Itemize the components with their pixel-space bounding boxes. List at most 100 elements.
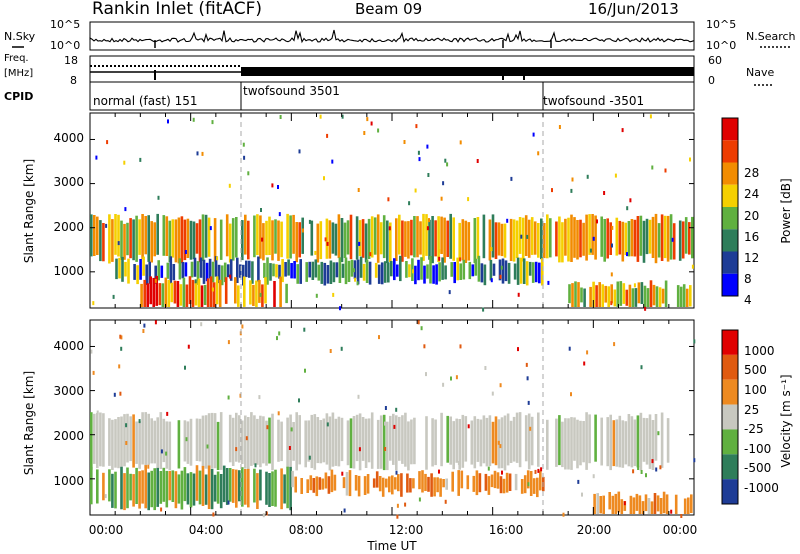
power-cell-0 [398,214,401,255]
power-cell-0 [688,222,691,255]
velocity-cell-2 [457,470,460,496]
velocity-cell-1 [225,468,229,505]
power-cell-3 [616,281,620,307]
power-cell-1 [356,259,360,285]
velocity-cell-2 [427,476,430,492]
power-scatter [417,150,420,155]
power-cell-1 [226,264,230,278]
power-cell-0 [337,214,341,259]
power-cell-0 [669,214,673,260]
velocity-cell-2 [490,474,494,488]
velocity-cell-1 [150,470,153,508]
velocity-cell-0 [99,412,102,467]
velocity-cell-2 [418,471,421,490]
power-scatter [412,269,414,274]
power-scatter [442,181,445,186]
power-cell-0 [183,219,187,261]
power-cell-0 [186,218,190,258]
velocity-scatter [298,398,300,403]
power-cell-0 [316,223,320,263]
velocity-cell-0 [376,419,380,469]
power-cell-1 [178,258,182,280]
velocity-cell-0 [292,422,295,461]
velocity-cell-1 [210,468,214,510]
noise-search-label: N.Search [746,30,796,43]
power-cell-1 [365,259,369,283]
velocity-cell-0 [386,421,389,471]
velocity-cell-0 [395,415,398,471]
power-scatter [526,234,529,239]
velocity-cell-2 [472,475,476,492]
freq-unit-label: [MHz] [4,68,33,79]
station-title: Rankin Inlet (fitACF) [92,0,262,19]
power-cell-2 [285,283,288,304]
power-scatter [517,292,520,297]
velocity-cell-0 [515,412,519,463]
power-cell-1 [269,263,272,281]
power-scatter [117,241,120,246]
power-cell-1 [374,262,378,278]
velocity-colorbar-swatch [722,354,738,380]
velocity-scatter [417,320,420,325]
power-cell-2 [197,278,201,307]
power-cell-1 [329,260,333,284]
velocity-cell-2 [345,472,349,496]
power-cell-1 [323,262,327,286]
power-scatter [356,281,359,286]
velocity-cell-0 [546,419,549,470]
freq-left-tick-bottom: 8 [70,74,77,87]
velocity-cell-0 [355,414,359,462]
power-scatter [691,264,694,269]
power-cell-3 [661,288,665,304]
power-cell-2 [140,283,143,307]
velocity-cb-tick-minus500: -500 [744,461,771,475]
power-cell-3 [601,284,604,307]
velocity-scatter [165,451,168,456]
power-cell-0 [428,219,431,260]
velocity-cell-0 [340,417,344,462]
velocity-scatter [487,466,490,471]
velocity-scatter [142,329,145,333]
power-scatter [611,243,613,248]
power-cell-1 [362,263,366,281]
velocity-cb-tick-100: 100 [744,383,767,397]
power-cell-3 [643,285,647,307]
velocity-colorbar-label: Velocity [m s⁻¹] [779,374,793,467]
power-cell-0 [648,219,652,254]
power-cell-0 [271,220,274,261]
velocity-scatter [693,458,696,463]
velocity-cell-0 [473,416,477,469]
velocity-cell-0 [238,415,241,463]
power-cell-2 [273,281,276,307]
velocity-cell-2 [327,476,331,494]
power-cell-0 [473,218,477,263]
velocity-cell-2 [318,477,322,490]
power-cell-0 [464,220,468,263]
velocity-cell-3 [620,499,624,514]
velocity-scatter [125,441,128,445]
power-cell-0 [419,221,422,255]
velocity-ytick-1000: 1000 [53,474,84,488]
power-cell-2 [167,279,171,307]
velocity-cell-2 [508,473,512,491]
velocity-ytick-3000: 3000 [53,384,84,398]
power-cell-1 [284,262,287,277]
velocity-scatter [384,421,386,426]
power-cell-1 [287,259,290,276]
power-scatter [476,159,479,163]
power-cell-1 [423,265,426,284]
velocity-cell-3 [653,493,657,514]
velocity-cell-2 [366,474,370,494]
power-cell-0 [476,217,480,259]
power-cell-1 [456,257,459,281]
beam-title: Beam 09 [355,0,422,18]
power-cell-2 [173,280,177,304]
power-cell-0 [672,223,676,260]
velocity-cell-0 [503,415,507,471]
velocity-scatter [455,375,458,380]
power-scatter [596,219,598,224]
velocity-cell-3 [629,495,633,514]
power-cell-3 [580,287,583,303]
power-cell-0 [343,222,347,258]
power-cell-0 [401,220,404,262]
